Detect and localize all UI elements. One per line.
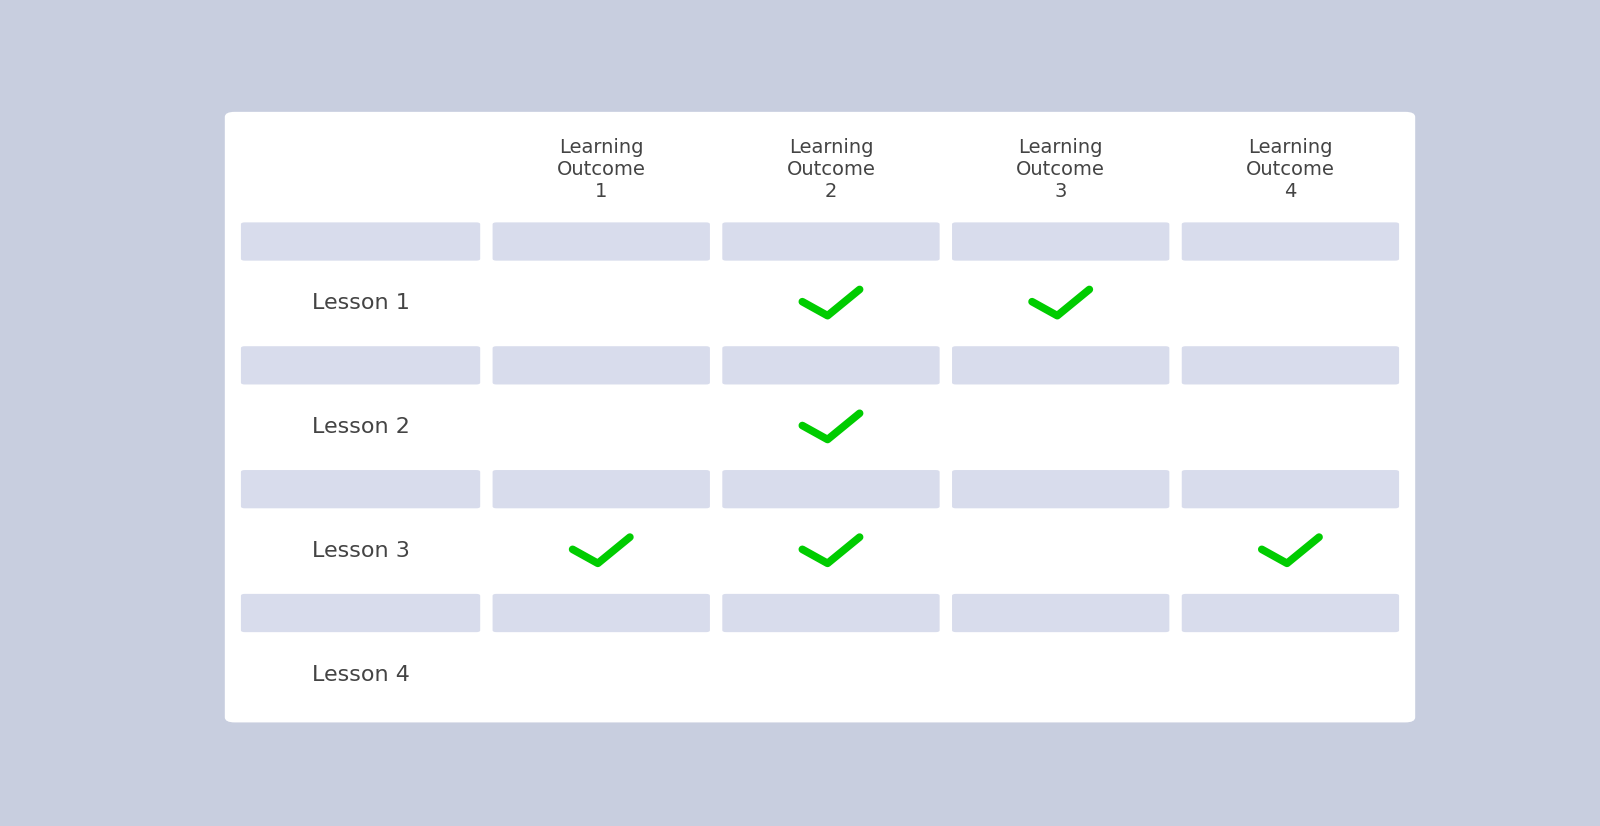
Text: Learning
Outcome
3: Learning Outcome 3 <box>1016 138 1106 201</box>
FancyBboxPatch shape <box>722 346 939 384</box>
FancyBboxPatch shape <box>242 346 480 384</box>
FancyBboxPatch shape <box>952 346 1170 384</box>
Text: Learning
Outcome
2: Learning Outcome 2 <box>787 138 875 201</box>
FancyBboxPatch shape <box>493 594 710 632</box>
FancyBboxPatch shape <box>722 633 939 717</box>
FancyBboxPatch shape <box>242 509 480 593</box>
FancyBboxPatch shape <box>952 470 1170 508</box>
FancyBboxPatch shape <box>242 261 480 345</box>
FancyBboxPatch shape <box>242 594 480 632</box>
FancyBboxPatch shape <box>1182 509 1398 593</box>
FancyBboxPatch shape <box>1182 261 1398 345</box>
FancyBboxPatch shape <box>242 470 480 508</box>
Text: Lesson 2: Lesson 2 <box>312 417 410 437</box>
FancyBboxPatch shape <box>493 261 710 345</box>
FancyBboxPatch shape <box>1182 594 1398 632</box>
FancyBboxPatch shape <box>242 385 480 469</box>
Text: Lesson 1: Lesson 1 <box>312 293 410 313</box>
FancyBboxPatch shape <box>1182 222 1398 261</box>
FancyBboxPatch shape <box>242 222 480 261</box>
FancyBboxPatch shape <box>722 509 939 593</box>
Text: Lesson 3: Lesson 3 <box>312 541 410 561</box>
FancyBboxPatch shape <box>224 112 1416 723</box>
FancyBboxPatch shape <box>1182 346 1398 384</box>
Text: Learning
Outcome
1: Learning Outcome 1 <box>557 138 646 201</box>
FancyBboxPatch shape <box>1182 470 1398 508</box>
FancyBboxPatch shape <box>493 385 710 469</box>
FancyBboxPatch shape <box>952 633 1170 717</box>
FancyBboxPatch shape <box>952 222 1170 261</box>
Text: Learning
Outcome
4: Learning Outcome 4 <box>1246 138 1334 201</box>
FancyBboxPatch shape <box>722 470 939 508</box>
FancyBboxPatch shape <box>952 509 1170 593</box>
FancyBboxPatch shape <box>242 633 480 717</box>
FancyBboxPatch shape <box>722 385 939 469</box>
FancyBboxPatch shape <box>952 385 1170 469</box>
FancyBboxPatch shape <box>493 509 710 593</box>
FancyBboxPatch shape <box>493 470 710 508</box>
FancyBboxPatch shape <box>952 261 1170 345</box>
FancyBboxPatch shape <box>493 222 710 261</box>
FancyBboxPatch shape <box>493 633 710 717</box>
FancyBboxPatch shape <box>1182 385 1398 469</box>
FancyBboxPatch shape <box>722 261 939 345</box>
Text: Lesson 4: Lesson 4 <box>312 665 410 685</box>
FancyBboxPatch shape <box>722 222 939 261</box>
FancyBboxPatch shape <box>722 594 939 632</box>
FancyBboxPatch shape <box>1182 633 1398 717</box>
FancyBboxPatch shape <box>952 594 1170 632</box>
FancyBboxPatch shape <box>493 346 710 384</box>
